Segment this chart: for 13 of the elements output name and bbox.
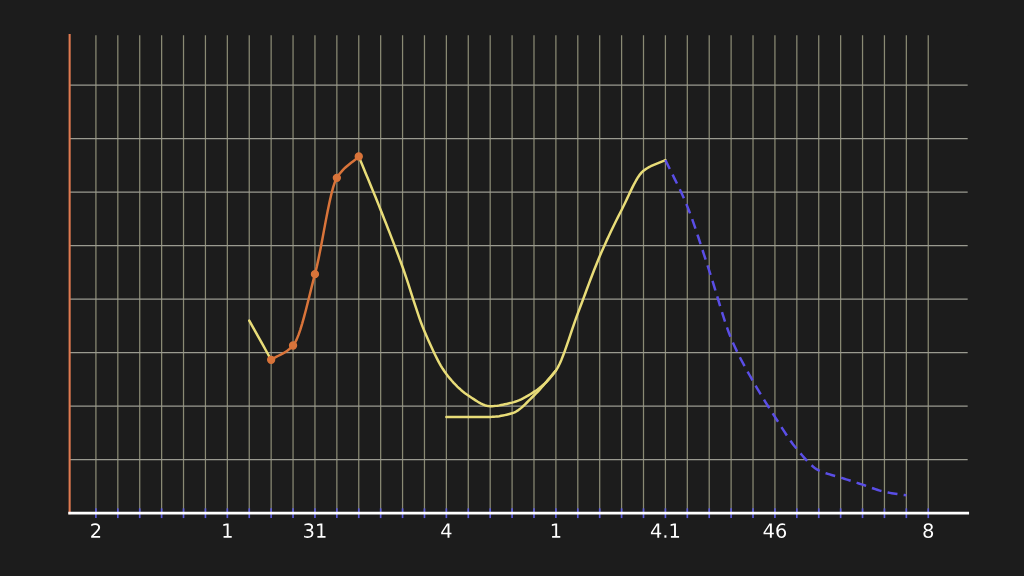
point [266,355,276,364]
x-tick-label: 8 [923,523,934,538]
point [354,152,363,161]
x-tick-label: 46 [763,523,787,538]
x-tick-label: 2 [91,523,101,538]
point [288,341,298,350]
x-tick-label: 31 [304,523,326,538]
x-tick-label: 1 [551,523,561,538]
point [310,270,320,279]
point [332,173,342,183]
x-tick-label: 1 [223,523,232,538]
x-tick-label: 4.1 [650,523,680,538]
x-tick-label: 4 [441,523,452,538]
